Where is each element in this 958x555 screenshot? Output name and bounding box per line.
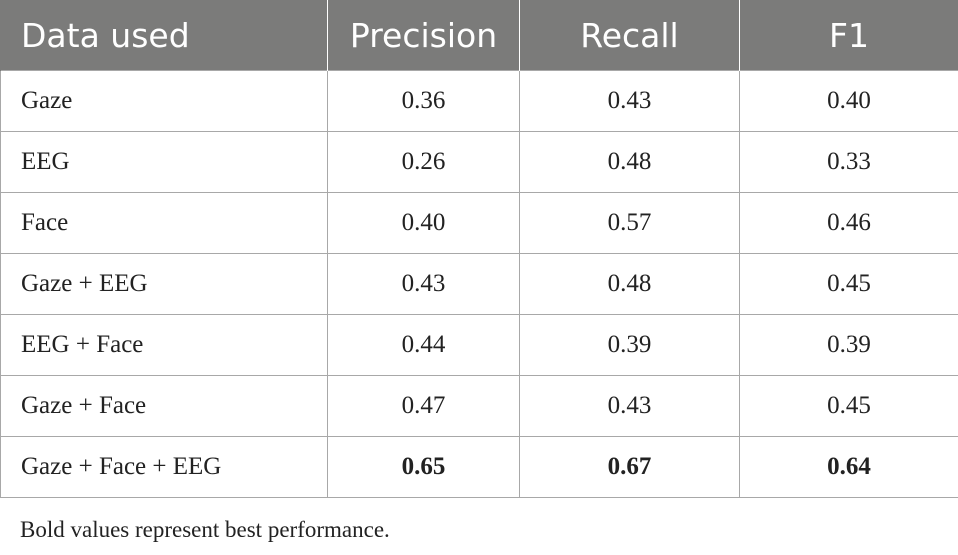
cell-precision: 0.26 [327, 131, 520, 193]
cell-recall: 0.57 [519, 192, 740, 254]
header-data-used: Data used [0, 0, 328, 71]
table-row: Face 0.40 0.57 0.46 [0, 192, 958, 254]
table-footnote: Bold values represent best performance. [20, 517, 390, 542]
cell-precision: 0.44 [327, 314, 520, 376]
cell-recall: 0.43 [519, 375, 740, 437]
header-row: Data used Precision Recall F1 [0, 0, 958, 71]
cell-data-used: Gaze + EEG [0, 253, 328, 315]
table-header: Data used Precision Recall F1 [0, 0, 958, 71]
table-body: Gaze 0.36 0.43 0.40 EEG 0.26 0.48 0.33 F… [0, 70, 958, 498]
table-row: EEG + Face 0.44 0.39 0.39 [0, 314, 958, 376]
cell-recall: 0.39 [519, 314, 740, 376]
header-recall: Recall [519, 0, 740, 71]
cell-f1: 0.33 [739, 131, 958, 193]
table-row: Gaze 0.36 0.43 0.40 [0, 70, 958, 132]
header-f1: F1 [739, 0, 958, 71]
cell-f1: 0.40 [739, 70, 958, 132]
cell-f1: 0.45 [739, 375, 958, 437]
cell-recall: 0.48 [519, 131, 740, 193]
cell-data-used: Gaze + Face + EEG [0, 436, 328, 498]
table-row: Gaze + Face 0.47 0.43 0.45 [0, 375, 958, 437]
cell-data-used: Gaze [0, 70, 328, 132]
cell-precision: 0.36 [327, 70, 520, 132]
results-table-container: Data used Precision Recall F1 Gaze 0.36 … [0, 0, 958, 498]
header-precision: Precision [327, 0, 520, 71]
table-row: EEG 0.26 0.48 0.33 [0, 131, 958, 193]
cell-recall-best: 0.67 [519, 436, 740, 498]
cell-f1: 0.45 [739, 253, 958, 315]
cell-data-used: Gaze + Face [0, 375, 328, 437]
cell-recall: 0.48 [519, 253, 740, 315]
cell-precision: 0.47 [327, 375, 520, 437]
cell-recall: 0.43 [519, 70, 740, 132]
cell-precision: 0.40 [327, 192, 520, 254]
table-row-best: Gaze + Face + EEG 0.65 0.67 0.64 [0, 436, 958, 498]
results-table: Data used Precision Recall F1 Gaze 0.36 … [0, 0, 958, 498]
cell-data-used: EEG [0, 131, 328, 193]
cell-data-used: Face [0, 192, 328, 254]
table-row: Gaze + EEG 0.43 0.48 0.45 [0, 253, 958, 315]
cell-f1: 0.46 [739, 192, 958, 254]
cell-precision-best: 0.65 [327, 436, 520, 498]
cell-data-used: EEG + Face [0, 314, 328, 376]
cell-precision: 0.43 [327, 253, 520, 315]
cell-f1: 0.39 [739, 314, 958, 376]
cell-f1-best: 0.64 [739, 436, 958, 498]
